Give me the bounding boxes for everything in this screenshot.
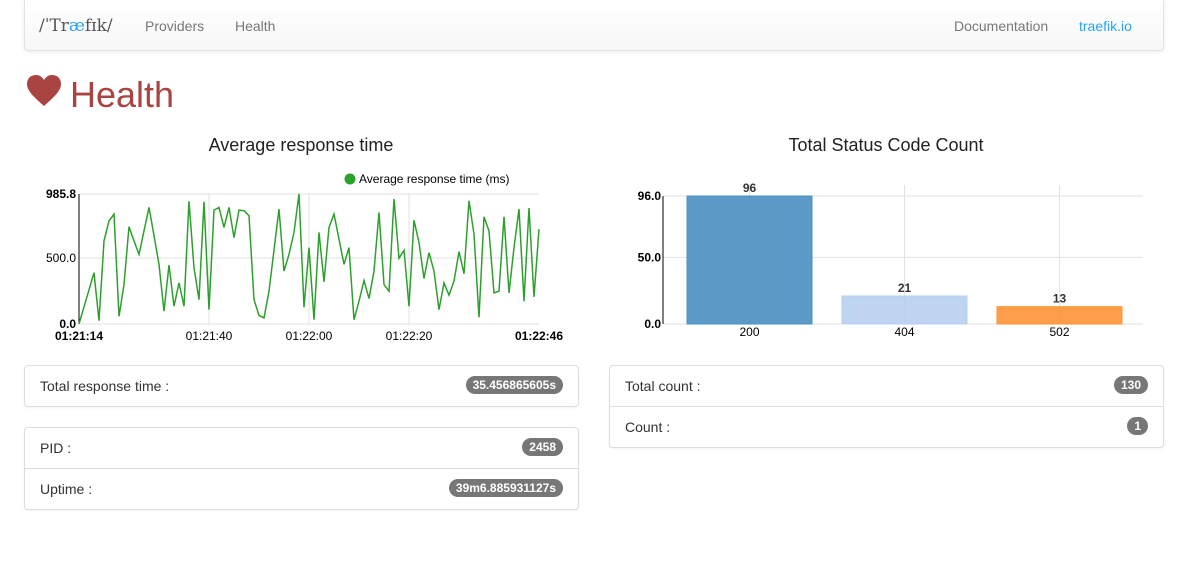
legend-swatch	[344, 173, 356, 185]
status-count-panel: Total count : 130 Count : 1	[609, 365, 1164, 448]
total-response-time-label: Total response time :	[40, 378, 170, 394]
total-response-time-badge: 35.456865605s	[465, 376, 563, 394]
traefik-logo[interactable]: /ˈTræfɪk/	[39, 16, 113, 36]
x-tick-label: 01:21:14	[55, 329, 103, 343]
y-tick-label: 0.0	[644, 317, 661, 331]
bar-value-label: 21	[898, 281, 912, 295]
nav-health[interactable]: Health	[235, 18, 276, 34]
y-tick-label: 50.0	[638, 250, 662, 264]
nav-documentation[interactable]: Documentation	[954, 18, 1049, 34]
heart-icon	[27, 75, 61, 106]
total-count-label: Total count :	[625, 378, 701, 394]
x-tick-label: 200	[739, 325, 759, 339]
nav-traefik-io[interactable]: traefik.io	[1079, 18, 1132, 34]
total-response-time-panel: Total response time : 35.456865605s	[24, 365, 579, 407]
page-title: Health	[70, 74, 175, 115]
count-label: Count :	[625, 419, 671, 435]
navbar: /ˈTræfɪk/ Providers Health Documentation…	[24, 0, 1164, 51]
bar-200	[686, 195, 813, 325]
process-panel: PID : 2458 Uptime : 39m6.885931127s	[24, 427, 579, 510]
count-badge: 1	[1127, 417, 1148, 435]
pid-label: PID :	[40, 440, 72, 456]
bar-value-label: 13	[1053, 292, 1067, 306]
y-tick-label: 0.0	[59, 317, 76, 331]
x-tick-label: 404	[894, 325, 914, 339]
x-tick-label: 01:22:20	[386, 329, 433, 343]
x-tick-label: 01:21:40	[186, 329, 233, 343]
x-tick-label: 502	[1049, 325, 1069, 339]
total-count-badge: 130	[1113, 376, 1148, 394]
y-tick-label: 500.0	[46, 251, 76, 265]
bar-502	[996, 306, 1123, 325]
x-tick-label: 01:22:46	[515, 329, 563, 343]
line-chart-title: Average response time	[208, 135, 394, 155]
bar-404	[841, 295, 968, 325]
uptime-badge: 39m6.885931127s	[448, 479, 563, 497]
uptime-label: Uptime :	[40, 481, 93, 497]
nav-providers[interactable]: Providers	[145, 18, 205, 34]
pid-badge: 2458	[522, 438, 563, 456]
legend-label: Average response time (ms)	[359, 172, 510, 186]
bar-chart-title: Total Status Code Count	[788, 135, 984, 155]
y-tick-label: 985.8	[46, 187, 76, 201]
bar-value-label: 96	[743, 181, 757, 195]
x-tick-label: 01:22:00	[286, 329, 333, 343]
y-tick-label: 96.0	[638, 189, 662, 203]
